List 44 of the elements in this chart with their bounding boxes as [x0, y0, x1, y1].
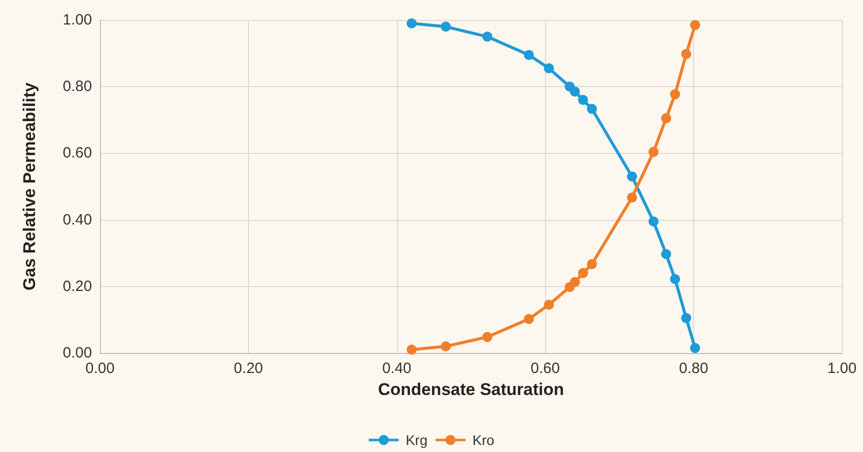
point: [524, 50, 534, 60]
legend-label: Krg: [406, 432, 428, 448]
point: [524, 314, 534, 324]
y-tick-label: 0.80: [62, 78, 92, 96]
point: [482, 332, 492, 342]
legend-label: Kro: [472, 432, 494, 448]
y-axis-title: Gas Relative Permeability: [20, 82, 39, 290]
point: [681, 48, 692, 59]
y-tick-label: 0.40: [62, 211, 92, 228]
point: [544, 300, 554, 310]
y-tick-label: 0.20: [62, 278, 92, 295]
point: [690, 343, 700, 353]
x-tick-label: 0.00: [85, 360, 115, 377]
point: [482, 32, 492, 42]
point: [681, 313, 692, 324]
x-axis-title: Condensate Saturation: [378, 380, 564, 399]
x-tick-label: 1.00: [827, 360, 857, 377]
point: [578, 94, 588, 105]
point: [661, 249, 672, 260]
point: [570, 277, 580, 288]
point: [586, 104, 597, 114]
point: [627, 192, 638, 202]
y-tick-label: 0.00: [62, 344, 92, 362]
point: [690, 20, 700, 30]
point: [670, 274, 680, 284]
point: [570, 86, 580, 97]
point: [648, 216, 659, 226]
point: [648, 146, 659, 157]
point: [440, 22, 451, 32]
x-tick-label: 0.20: [234, 360, 263, 377]
x-tick-label: 0.80: [679, 360, 708, 377]
point: [661, 113, 672, 124]
point: [670, 89, 680, 100]
point: [578, 268, 588, 278]
y-tick-label: 0.60: [62, 144, 92, 162]
point: [627, 172, 638, 182]
point: [544, 63, 554, 74]
point: [440, 341, 451, 352]
x-tick-label: 0.40: [382, 360, 412, 377]
x-tick-label: 0.60: [530, 360, 560, 377]
point: [586, 259, 597, 270]
point: [406, 18, 417, 28]
y-tick-label: 1.00: [62, 12, 92, 28]
point: [406, 344, 417, 355]
